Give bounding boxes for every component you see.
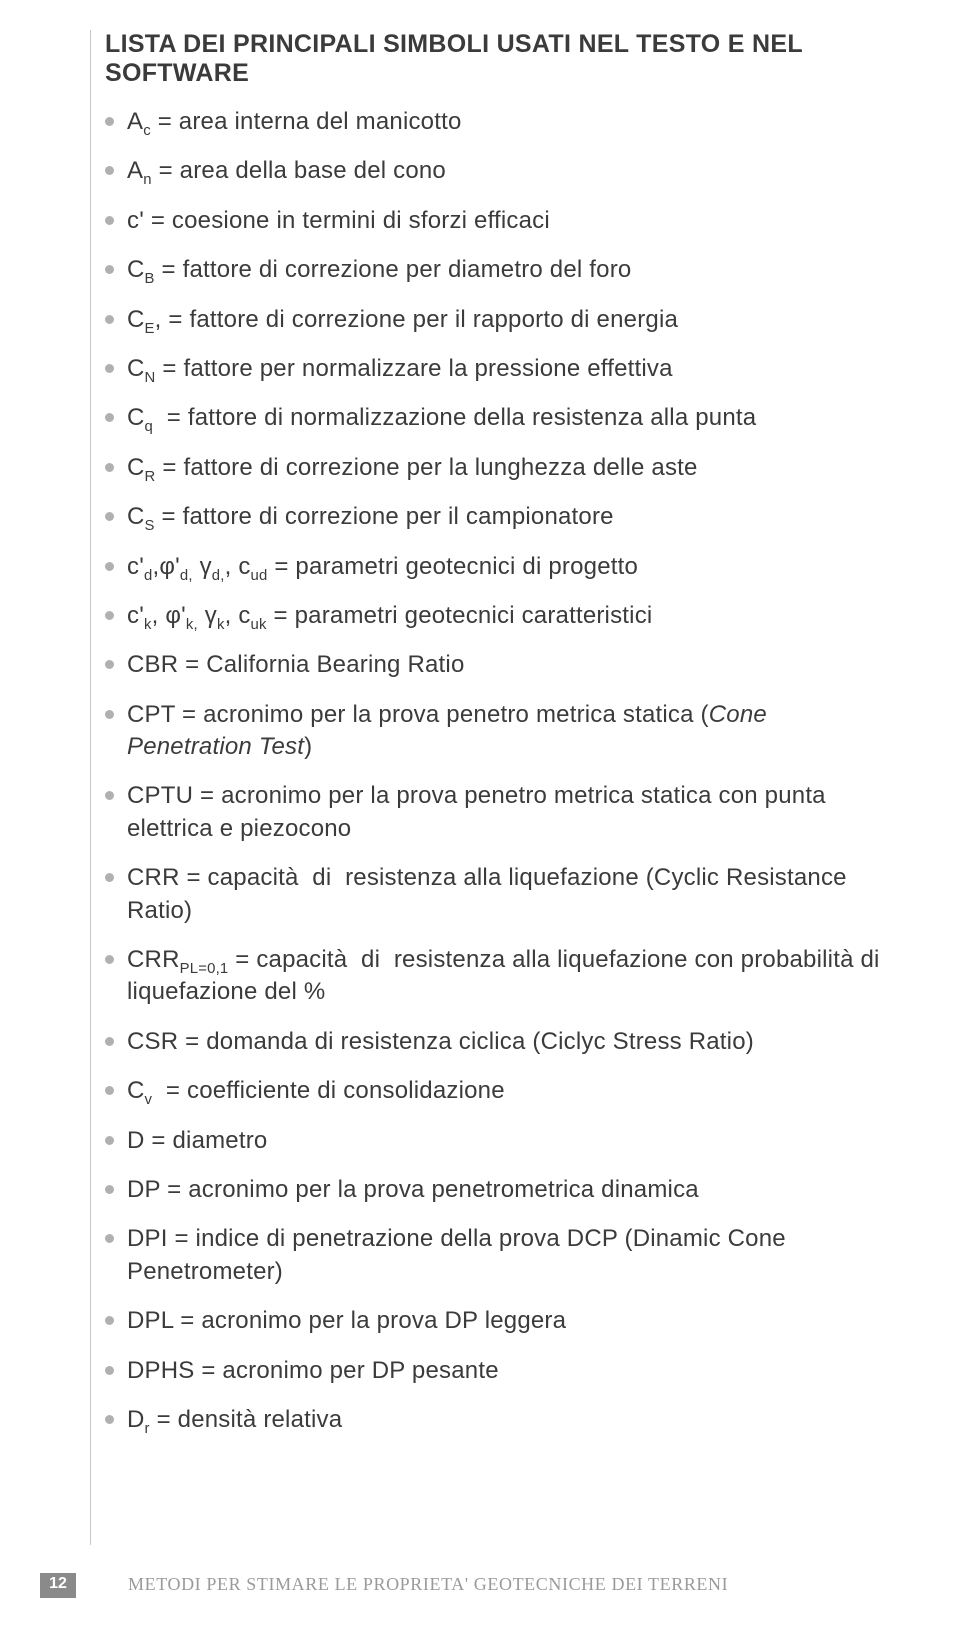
list-item: c'k, φ'k, γk, cuk = parametri geotecnici… [127,600,880,632]
list-item: Dr = densità relativa [127,1404,880,1436]
list-item: Ac = area interna del manicotto [127,106,880,138]
list-item: An = area della base del cono [127,155,880,187]
list-item: CE, = fattore di correzione per il rappo… [127,304,880,336]
list-item: CB = fattore di correzione per diametro … [127,254,880,286]
symbol-list: Ac = area interna del manicotto An = area… [105,106,880,1436]
list-item: c'd,φ'd, γd,, cud = parametri geotecnici… [127,551,880,583]
list-item: CRR = capacità di resistenza alla liquef… [127,862,880,927]
list-item: DPHS = acronimo per DP pesante [127,1355,880,1387]
list-item: CRRPL=0,1 = capacità di resistenza alla … [127,944,880,1009]
list-item: D = diametro [127,1125,880,1157]
list-item: c' = coesione in termini di sforzi effic… [127,205,880,237]
list-item: CPT = acronimo per la prova penetro metr… [127,699,880,764]
list-item: Cq = fattore di normalizzazione della re… [127,402,880,434]
list-item: CR = fattore di correzione per la lunghe… [127,452,880,484]
footer-text: METODI PER STIMARE LE PROPRIETA' GEOTECN… [128,1574,728,1595]
list-item: DPI = indice di penetrazione della prova… [127,1223,880,1288]
list-item: CPTU = acronimo per la prova penetro met… [127,780,880,845]
list-item: Cv = coefficiente di consolidazione [127,1075,880,1107]
page-title: LISTA DEI PRINCIPALI SIMBOLI USATI NEL T… [105,30,880,88]
list-item: DP = acronimo per la prova penetrometric… [127,1174,880,1206]
list-item: CN = fattore per normalizzare la pressio… [127,353,880,385]
list-item: CBR = California Bearing Ratio [127,649,880,681]
page-number: 12 [40,1573,76,1598]
list-item: CS = fattore di correzione per il campio… [127,501,880,533]
vertical-rule [90,30,91,1545]
list-item: CSR = domanda di resistenza ciclica (Cic… [127,1026,880,1058]
list-item: DPL = acronimo per la prova DP leggera [127,1305,880,1337]
